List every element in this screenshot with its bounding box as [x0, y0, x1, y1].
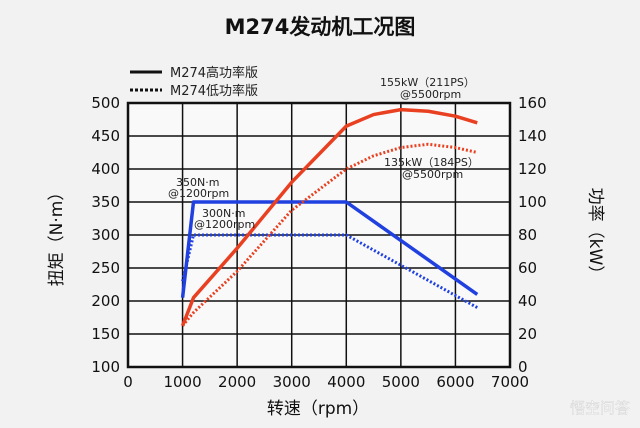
x-tick-label: 0: [123, 373, 133, 391]
annotation-155kw: 155kW（211PS）: [380, 76, 475, 89]
y-left-label: 扭矩（N·m）: [47, 184, 67, 287]
y-left-tick-label: 150: [91, 325, 120, 343]
y-right-tick-label: 20: [518, 325, 537, 343]
x-tick-label: 2000: [218, 373, 256, 391]
x-tick-label: 3000: [273, 373, 311, 391]
annotation-135kw: 135kW（184PS）: [384, 156, 479, 169]
y-right-tick-label: 60: [518, 259, 537, 277]
x-tick-label: 6000: [436, 373, 474, 391]
ticks: 0 1000 2000 3000 4000 5000 6000 700010015020025…: [91, 94, 546, 391]
x-tick-label: 5000: [382, 373, 420, 391]
y-left-tick-label: 500: [91, 94, 120, 112]
series-line-power-high: [180, 107, 478, 327]
legend-label-high: M274高功率版: [170, 65, 258, 81]
x-tick-label: 1000: [163, 373, 201, 391]
series-line-torque-high: [180, 200, 479, 298]
y-right-tick-label: 160: [518, 94, 547, 112]
y-left-tick-label: 200: [91, 292, 120, 310]
series-group: [180, 107, 479, 327]
y-left-tick-label: 300: [91, 226, 120, 244]
y-left-tick-label: 400: [91, 160, 120, 178]
annotation-350nm-rpm: @1200rpm: [168, 187, 229, 200]
watermark: 悟空问答: [570, 399, 630, 417]
y-left-tick-label: 250: [91, 259, 120, 277]
y-right-tick-label: 140: [518, 127, 547, 145]
annotation-135kw-rpm: @5500rpm: [402, 168, 463, 181]
y-right-tick-label: 40: [518, 292, 537, 310]
x-label: 转速（rpm）: [267, 399, 369, 419]
y-left-tick-label: 100: [91, 358, 120, 376]
y-right-label: 功率（kW）: [585, 188, 605, 283]
annotations: 155kW（211PS） @5500rpm 135kW（184PS） @5500…: [168, 76, 479, 231]
annotation-300nm-rpm: @1200rpm: [194, 218, 255, 231]
y-right-tick-label: 80: [518, 226, 537, 244]
legend: M274高功率版 M274低功率版: [130, 65, 258, 99]
annotation-300nm: 300N·m: [202, 207, 245, 220]
y-left-tick-label: 350: [91, 193, 120, 211]
annotation-155kw-rpm: @5500rpm: [400, 88, 461, 101]
y-right-tick-label: 100: [518, 193, 547, 211]
chart-title: M274发动机工况图: [225, 15, 416, 39]
x-tick-label: 7000: [491, 373, 529, 391]
y-right-tick-label: 0: [518, 358, 528, 376]
legend-label-low: M274低功率版: [170, 83, 258, 99]
x-tick-label: 4000: [327, 373, 365, 391]
y-left-tick-label: 450: [91, 127, 120, 145]
y-right-tick-label: 120: [518, 160, 547, 178]
annotation-350nm: 350N·m: [176, 176, 219, 189]
